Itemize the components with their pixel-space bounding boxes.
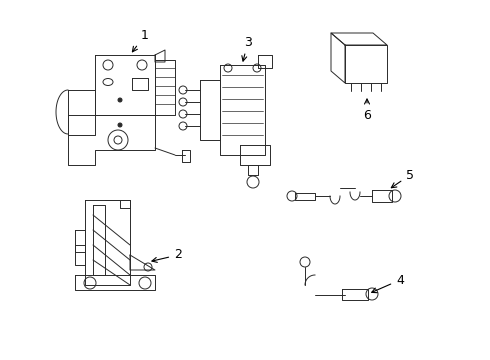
Text: 6: 6 — [363, 99, 371, 122]
Text: 5: 5 — [392, 168, 414, 188]
Circle shape — [118, 98, 122, 102]
Text: 3: 3 — [242, 36, 252, 61]
Text: 2: 2 — [152, 248, 182, 262]
Circle shape — [118, 123, 122, 127]
Text: 1: 1 — [132, 28, 149, 52]
Text: 4: 4 — [372, 274, 404, 293]
